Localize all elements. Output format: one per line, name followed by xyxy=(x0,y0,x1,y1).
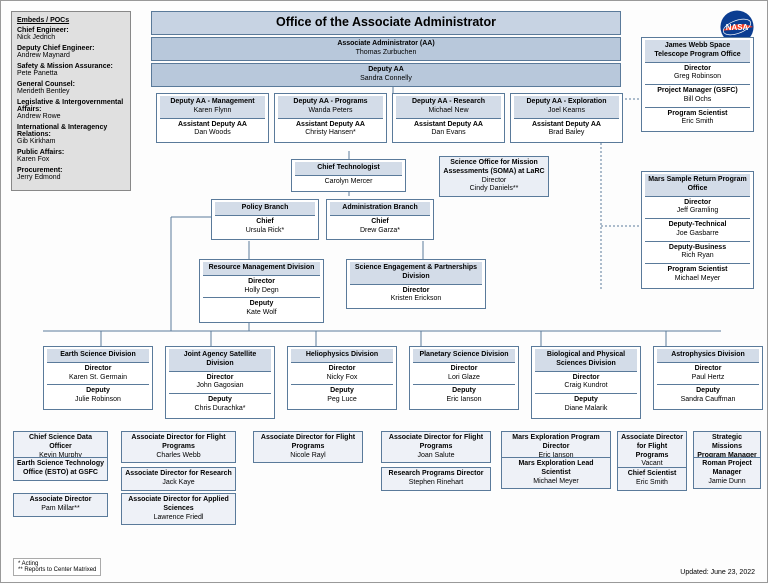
extra-box: Associate DirectorPam Millar** xyxy=(13,493,108,517)
chief-tech-name: Carolyn Mercer xyxy=(295,176,402,189)
policy-branch: Policy Branch Chief Ursula Rick* xyxy=(211,199,319,240)
embed-item: General Counsel:Merideth Bentley xyxy=(17,81,125,95)
soma-title: Science Office for Mission Assessments (… xyxy=(443,159,545,177)
sepd-box: Science Engagement & Partnerships Divisi… xyxy=(346,259,486,309)
legend: * Acting ** Reports to Center Matrixed xyxy=(13,558,101,576)
rmd-n1: Holly Degn xyxy=(244,287,278,294)
aa-box: Associate Administrator (AA) Thomas Zurb… xyxy=(151,37,621,61)
org-title: Office of the Associate Administrator xyxy=(151,11,621,35)
soma-name: Cindy Daniels** xyxy=(443,185,545,194)
extra-box: Research Programs DirectorStephen Rineha… xyxy=(381,467,491,491)
division-box: Joint Agency Satellite DivisionDirectorJ… xyxy=(165,346,275,419)
daa-box: Deputy AA Sandra Connelly xyxy=(151,63,621,87)
program-row: DirectorJeff Gramling xyxy=(645,197,750,220)
sepd-h: Science Engagement & Partnerships Divisi… xyxy=(350,262,482,285)
admin-h: Administration Branch xyxy=(330,202,430,216)
embed-item: International & Interagency Relations:Gi… xyxy=(17,124,125,145)
deputy-col: Deputy AA - ManagementKaren FlynnAssista… xyxy=(156,93,269,143)
extra-box: Roman Project ManagerJamie Dunn xyxy=(693,457,761,489)
legend-2: ** Reports to Center Matrixed xyxy=(18,567,96,573)
extra-box: Associate Director for Applied SciencesL… xyxy=(121,493,236,525)
division-box: Biological and Physical Sciences Divisio… xyxy=(531,346,641,419)
soma-role: Director xyxy=(443,177,545,186)
admin-r: Chief xyxy=(371,218,389,225)
msr-box: Mars Sample Return Program Office Direct… xyxy=(641,171,754,289)
extra-box: Mars Exploration Lead ScientistMichael M… xyxy=(501,457,611,489)
division-box: Earth Science DivisionDirectorKaren St. … xyxy=(43,346,153,410)
program-row: Program ScientistMichael Meyer xyxy=(645,264,750,286)
policy-n: Ursula Rick* xyxy=(246,227,285,234)
aa-name: Thomas Zurbuchen xyxy=(155,49,617,58)
program-row: Deputy-BusinessRich Ryan xyxy=(645,242,750,265)
policy-r: Chief xyxy=(256,218,274,225)
aa-role: Associate Administrator (AA) xyxy=(155,40,617,49)
division-box: Astrophysics DivisionDirectorPaul HertzD… xyxy=(653,346,763,410)
extra-box: Associate Director for Flight ProgramsJo… xyxy=(381,431,491,463)
chief-tech-role: Chief Technologist xyxy=(295,162,402,176)
embed-item: Safety & Mission Assurance:Pete Panetta xyxy=(17,63,125,77)
embed-item: Deputy Chief Engineer:Andrew Maynard xyxy=(17,45,125,59)
rmd-r1: Director xyxy=(248,278,275,285)
rmd-h: Resource Management Division xyxy=(203,262,320,276)
extra-box: Associate Director for Flight ProgramsVa… xyxy=(617,431,687,472)
jwst-h: James Webb Space Telescope Program Offic… xyxy=(645,40,750,63)
daa-name: Sandra Connelly xyxy=(155,75,617,84)
division-box: Heliophysics DivisionDirectorNicky FoxDe… xyxy=(287,346,397,410)
extra-box: Earth Science Technology Office (ESTO) a… xyxy=(13,457,108,481)
embeds-title: Embeds / POCs xyxy=(17,17,125,24)
extra-box: Chief ScientistEric Smith xyxy=(617,467,687,491)
embed-item: Public Affairs:Karen Fox xyxy=(17,149,125,163)
jwst-box: James Webb Space Telescope Program Offic… xyxy=(641,37,754,132)
updated-date: Updated: June 23, 2022 xyxy=(680,569,755,576)
program-row: Project Manager (GSFC)Bill Ochs xyxy=(645,85,750,108)
program-row: Deputy-TechnicalJoe Gasbarre xyxy=(645,219,750,242)
embed-item: Chief Engineer:Nick Jedrich xyxy=(17,27,125,41)
deputy-col: Deputy AA - ResearchMichael NewAssistant… xyxy=(392,93,505,143)
sepd-n1: Kristen Erickson xyxy=(391,295,442,302)
sepd-r1: Director xyxy=(403,287,430,294)
extra-box: Associate Director for ResearchJack Kaye xyxy=(121,467,236,491)
chief-technologist: Chief Technologist Carolyn Mercer xyxy=(291,159,406,192)
daa-role: Deputy AA xyxy=(155,66,617,75)
deputy-col: Deputy AA - ExplorationJoel KearnsAssist… xyxy=(510,93,623,143)
embed-item: Legislative & Intergovernmental Affairs:… xyxy=(17,99,125,120)
deputy-col: Deputy AA - ProgramsWanda PetersAssistan… xyxy=(274,93,387,143)
admin-n: Drew Garza* xyxy=(360,227,400,234)
rmd-r2: Deputy xyxy=(250,300,274,307)
soma-box: Science Office for Mission Assessments (… xyxy=(439,156,549,197)
program-row: DirectorGreg Robinson xyxy=(645,63,750,86)
admin-branch: Administration Branch Chief Drew Garza* xyxy=(326,199,434,240)
embed-item: Procurement:Jerry Edmond xyxy=(17,167,125,181)
division-box: Planetary Science DivisionDirectorLori G… xyxy=(409,346,519,410)
extra-box: Associate Director for Flight ProgramsCh… xyxy=(121,431,236,463)
embeds-panel: Embeds / POCs Chief Engineer:Nick Jedric… xyxy=(11,11,131,191)
msr-h: Mars Sample Return Program Office xyxy=(645,174,750,197)
extra-box: Associate Director for Flight ProgramsNi… xyxy=(253,431,363,463)
program-row: Program ScientistEric Smith xyxy=(645,108,750,130)
policy-h: Policy Branch xyxy=(215,202,315,216)
rmd-box: Resource Management Division Director Hol… xyxy=(199,259,324,323)
rmd-n2: Kate Wolf xyxy=(246,309,276,316)
